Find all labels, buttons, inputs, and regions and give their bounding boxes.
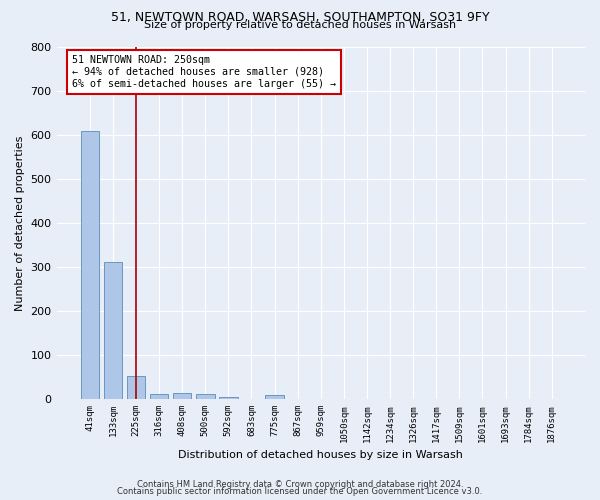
Bar [265, 395, 284, 399]
Bar [80, 131, 99, 399]
Text: Contains public sector information licensed under the Open Government Licence v3: Contains public sector information licen… [118, 487, 482, 496]
Bar [196, 394, 215, 399]
Bar [173, 394, 191, 399]
Bar [219, 396, 238, 399]
Text: 51, NEWTOWN ROAD, WARSASH, SOUTHAMPTON, SO31 9FY: 51, NEWTOWN ROAD, WARSASH, SOUTHAMPTON, … [110, 11, 490, 24]
Text: Size of property relative to detached houses in Warsash: Size of property relative to detached ho… [144, 20, 456, 30]
Y-axis label: Number of detached properties: Number of detached properties [15, 135, 25, 310]
Text: 51 NEWTOWN ROAD: 250sqm
← 94% of detached houses are smaller (928)
6% of semi-de: 51 NEWTOWN ROAD: 250sqm ← 94% of detache… [73, 56, 337, 88]
Bar [150, 394, 169, 399]
Bar [127, 376, 145, 399]
Text: Contains HM Land Registry data © Crown copyright and database right 2024.: Contains HM Land Registry data © Crown c… [137, 480, 463, 489]
Bar [104, 262, 122, 399]
X-axis label: Distribution of detached houses by size in Warsash: Distribution of detached houses by size … [178, 450, 463, 460]
